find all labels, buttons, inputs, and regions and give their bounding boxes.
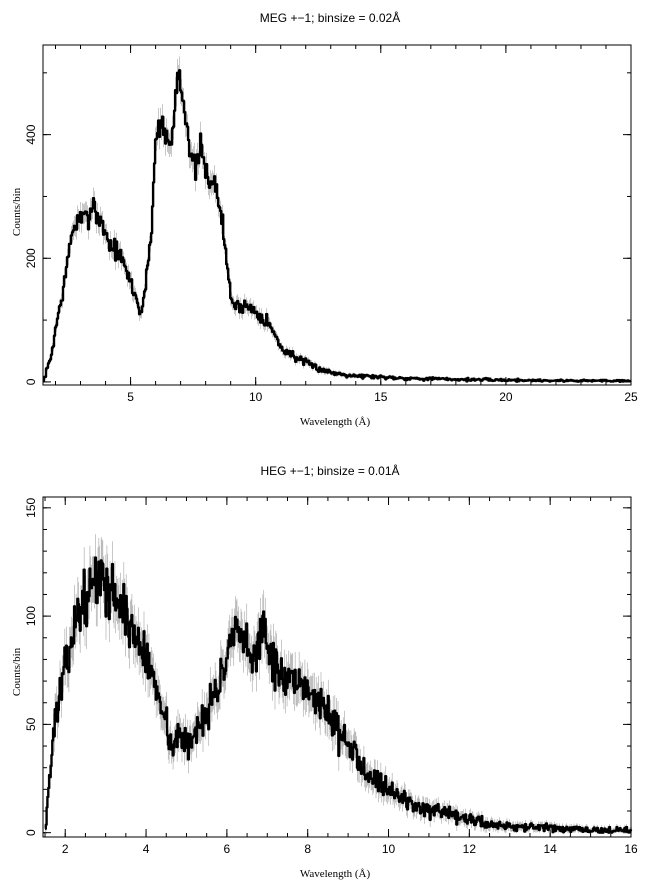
heg-x-tick-label: 12 <box>463 842 477 856</box>
meg-y-axis-label: Counts/bin <box>11 187 23 236</box>
meg-chart-title: MEG +−1; binsize = 0.02Å <box>260 10 400 25</box>
meg-x-tick-label: 25 <box>624 390 638 404</box>
heg-ticks <box>43 497 632 837</box>
meg-spectrum-line <box>42 69 632 383</box>
meg-y-tick-label: 200 <box>24 248 38 268</box>
heg-x-tick-label: 6 <box>224 842 231 856</box>
heg-spectrum-panel: HEG +−1; binsize = 0.01Å 2 4 6 8 10 12 14 16 0 5… <box>11 463 638 880</box>
heg-y-tick-label: 150 <box>24 497 38 517</box>
heg-y-axis-label: Counts/bin <box>11 647 23 696</box>
heg-error-bars <box>45 534 632 833</box>
heg-x-tick-label: 4 <box>143 842 150 856</box>
heg-y-tick-label: 100 <box>24 606 38 626</box>
heg-x-tick-label: 16 <box>624 842 638 856</box>
meg-y-tick-label: 400 <box>24 124 38 144</box>
meg-x-tick-label: 5 <box>127 390 134 404</box>
meg-plot-frame <box>42 44 632 386</box>
heg-spectrum-line <box>44 556 633 834</box>
meg-x-tick-label: 10 <box>249 390 263 404</box>
meg-x-tick-label: 20 <box>499 390 513 404</box>
heg-chart-title: HEG +−1; binsize = 0.01Å <box>260 463 399 478</box>
meg-ticks <box>43 45 632 385</box>
heg-x-tick-labels: 2 4 6 8 10 12 14 16 <box>62 842 638 856</box>
heg-y-tick-label: 0 <box>24 829 38 836</box>
meg-y-tick-label: 0 <box>24 378 38 385</box>
meg-y-tick-labels: 0 200 400 <box>24 124 38 385</box>
meg-x-tick-labels: 5 10 15 20 25 <box>127 390 638 404</box>
meg-x-tick-label: 15 <box>374 390 388 404</box>
heg-x-tick-label: 2 <box>62 842 69 856</box>
heg-x-tick-label: 10 <box>382 842 396 856</box>
heg-x-tick-label: 14 <box>543 842 557 856</box>
meg-x-axis-label: Wavelength (Å) <box>300 416 371 428</box>
heg-y-tick-labels: 0 50 100 150 <box>24 497 38 836</box>
meg-error-bars <box>43 56 632 382</box>
meg-spectrum-panel: MEG +−1; binsize = 0.02Å 5 10 15 20 25 0 200 4… <box>11 10 638 428</box>
heg-plot-frame <box>42 496 632 838</box>
heg-x-tick-label: 8 <box>304 842 311 856</box>
heg-y-tick-label: 50 <box>24 717 38 731</box>
heg-x-axis-label: Wavelength (Å) <box>300 868 371 880</box>
